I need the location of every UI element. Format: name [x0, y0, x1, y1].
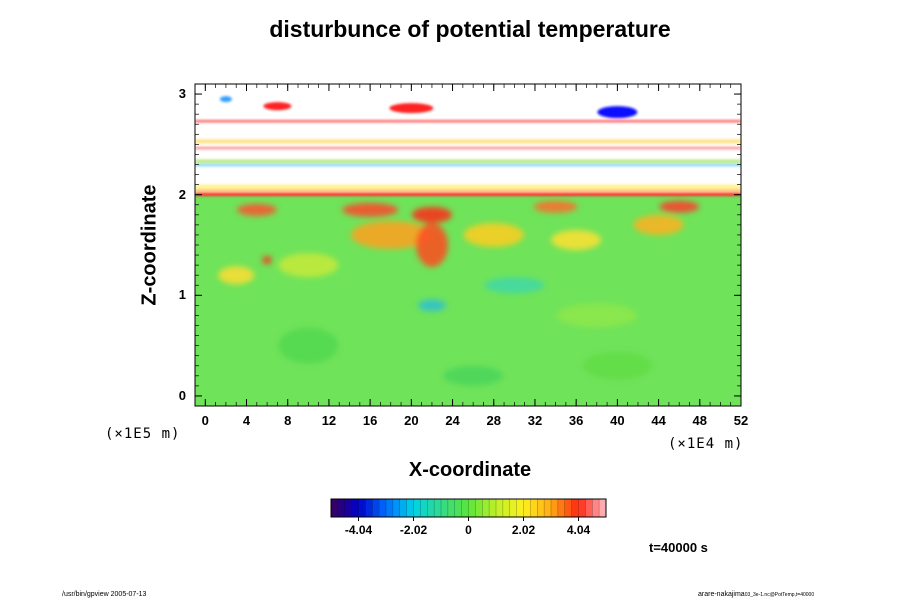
colorbar-cell	[365, 499, 373, 517]
colorbar-cell	[516, 499, 524, 517]
chart-title: disturbunce of potential temperature	[269, 16, 671, 42]
colorbar-cell	[427, 499, 435, 517]
colorbar-cell	[544, 499, 552, 517]
colorbar-cell	[502, 499, 511, 517]
colorbar-cell	[372, 499, 380, 517]
colorbar-cell	[447, 499, 456, 517]
colorbar-cell	[337, 499, 346, 517]
colorbar-cell	[413, 499, 421, 517]
y-axis-title: Z-coordinate	[138, 184, 161, 306]
colorbar-cell	[331, 499, 339, 517]
colorbar-tick-label: -4.04	[344, 523, 373, 537]
colorbar-tick-label: 4.04	[566, 523, 591, 537]
colorbar-cell	[358, 499, 366, 517]
colorbar-cell	[571, 499, 579, 517]
x-tick-label: 48	[692, 413, 708, 428]
colorbar-tick-label: 0	[465, 523, 472, 537]
colorbar-cell	[551, 499, 559, 517]
colorbar-cell	[523, 499, 531, 517]
time-label: t=40000 s	[649, 540, 708, 555]
colorbar-cell	[578, 499, 586, 517]
colorbar-cell	[351, 499, 359, 517]
footer-right: arare-nakajima03_3e-1.nc@PotTemp,t=40000	[698, 591, 814, 598]
colorbar-cell	[475, 499, 483, 517]
x-axis-title: X-coordinate	[408, 459, 532, 481]
warm-spot-top	[389, 103, 434, 114]
colorbar	[330, 498, 607, 521]
colorbar-cell	[482, 499, 490, 517]
x-tick-label: 52	[733, 413, 749, 428]
colorbar-cell	[386, 499, 394, 517]
temperature-field	[195, 84, 741, 406]
colorbar-cell	[434, 499, 442, 517]
x-tick-label: 24	[445, 413, 460, 428]
field-blotches	[218, 200, 700, 386]
colorbar-cell	[489, 499, 497, 517]
x-tick-label: 28	[486, 413, 501, 428]
colorbar-cell	[537, 499, 545, 517]
x-tick-label: 0	[201, 413, 209, 428]
colorbar-cell	[392, 499, 401, 517]
y-tick-label: 3	[178, 86, 186, 102]
x-unit-label: (×1E4 m)	[668, 436, 744, 452]
colorbar-cell	[344, 499, 352, 517]
colorbar-cell	[454, 499, 462, 517]
x-tick-label: 12	[321, 413, 337, 428]
y-tick-label: 1	[178, 287, 186, 303]
colorbar-cell	[441, 499, 449, 517]
colorbar-cell	[461, 499, 469, 517]
colorbar-cell	[379, 499, 387, 517]
colorbar-cell	[496, 499, 504, 517]
x-tick-label: 44	[651, 413, 666, 428]
colorbar-tick-label: 2.02	[511, 523, 536, 537]
y-tick-label: 2	[178, 186, 186, 202]
colorbar-cell	[564, 499, 572, 517]
x-tick-label: 36	[568, 413, 584, 428]
footer-right-small: 03_3e-1.nc@PotTemp,t=40000	[744, 592, 815, 598]
x-tick-label: 40	[610, 413, 625, 428]
colorbar-cell	[599, 499, 607, 517]
colorbar-cell	[420, 499, 428, 517]
colorbar-cell	[468, 499, 476, 517]
x-tick-label: 16	[362, 413, 378, 428]
colorbar-cell	[509, 499, 517, 517]
colorbar-cell	[592, 499, 600, 517]
x-tick-label: 20	[404, 413, 419, 428]
x-tick-label: 32	[527, 413, 543, 428]
colorbar-cell	[530, 499, 538, 517]
y-unit-label: (×1E5 m)	[105, 426, 181, 442]
footer-left: /usr/bin/gpview 2005-07-13	[62, 591, 147, 598]
cold-spot-top	[597, 106, 638, 119]
axis-ticks	[194, 84, 742, 406]
field-upper-bands	[195, 96, 741, 196]
colorbar-cell	[399, 499, 407, 517]
footer-right-main: arare-nakajima	[698, 591, 745, 598]
x-tick-label: 4	[242, 413, 251, 428]
colorbar-tick-label: -2.02	[399, 523, 428, 537]
colorbar-cell	[406, 499, 414, 517]
colorbar-cell	[557, 499, 566, 517]
colorbar-cell	[585, 499, 593, 517]
x-tick-label: 8	[284, 413, 292, 428]
y-tick-label: 0	[178, 387, 186, 403]
